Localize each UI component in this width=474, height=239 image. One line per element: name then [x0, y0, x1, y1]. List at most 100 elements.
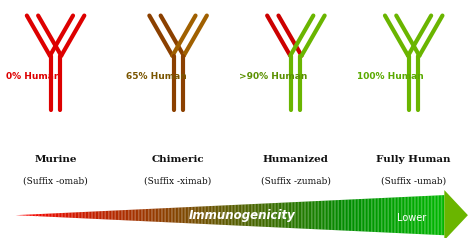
Polygon shape: [174, 208, 175, 223]
Polygon shape: [419, 196, 420, 234]
Polygon shape: [167, 208, 168, 222]
Polygon shape: [269, 203, 270, 227]
Polygon shape: [255, 204, 257, 227]
Polygon shape: [404, 197, 406, 234]
Polygon shape: [369, 199, 370, 232]
Polygon shape: [114, 211, 116, 220]
Polygon shape: [48, 214, 50, 217]
Polygon shape: [51, 213, 53, 217]
Polygon shape: [384, 198, 386, 233]
Polygon shape: [284, 202, 286, 228]
Polygon shape: [250, 204, 251, 226]
Polygon shape: [328, 201, 330, 230]
Polygon shape: [320, 201, 321, 229]
Polygon shape: [294, 202, 296, 228]
Polygon shape: [60, 213, 61, 217]
Polygon shape: [47, 214, 48, 217]
Polygon shape: [113, 211, 114, 220]
Polygon shape: [123, 210, 124, 220]
Polygon shape: [124, 210, 126, 220]
Polygon shape: [44, 214, 46, 217]
Polygon shape: [358, 199, 360, 231]
Text: Lower: Lower: [397, 212, 427, 223]
Polygon shape: [63, 213, 64, 217]
Text: (Suffix -ximab): (Suffix -ximab): [145, 176, 212, 185]
Polygon shape: [147, 209, 148, 221]
Polygon shape: [146, 209, 147, 221]
Polygon shape: [133, 210, 134, 221]
Polygon shape: [182, 207, 183, 223]
Polygon shape: [130, 210, 131, 221]
Polygon shape: [382, 198, 383, 232]
Polygon shape: [228, 205, 230, 225]
Polygon shape: [74, 212, 75, 218]
Polygon shape: [209, 206, 210, 224]
Polygon shape: [126, 210, 127, 220]
Polygon shape: [207, 206, 209, 224]
Polygon shape: [131, 210, 133, 221]
Polygon shape: [286, 202, 287, 228]
Polygon shape: [290, 202, 292, 228]
Polygon shape: [347, 200, 348, 231]
Polygon shape: [340, 200, 341, 230]
Polygon shape: [210, 206, 211, 224]
Polygon shape: [219, 206, 220, 225]
Polygon shape: [411, 196, 413, 234]
Polygon shape: [214, 206, 216, 224]
Polygon shape: [120, 210, 121, 220]
Polygon shape: [203, 206, 204, 224]
Text: (Suffix -zumab): (Suffix -zumab): [261, 176, 331, 185]
Text: (Suffix -omab): (Suffix -omab): [23, 176, 88, 185]
Polygon shape: [109, 211, 110, 220]
Polygon shape: [78, 212, 80, 218]
Polygon shape: [155, 209, 157, 222]
Polygon shape: [374, 198, 376, 232]
Text: Chimeric: Chimeric: [152, 155, 204, 164]
Polygon shape: [221, 206, 223, 225]
Polygon shape: [414, 196, 416, 234]
Polygon shape: [333, 200, 334, 230]
Polygon shape: [164, 208, 165, 222]
Polygon shape: [406, 197, 407, 234]
Polygon shape: [351, 199, 353, 231]
Polygon shape: [344, 200, 346, 231]
Polygon shape: [217, 206, 219, 225]
Polygon shape: [31, 214, 33, 216]
Polygon shape: [158, 208, 160, 222]
Polygon shape: [370, 199, 372, 232]
Polygon shape: [323, 201, 324, 230]
Polygon shape: [90, 212, 91, 219]
Polygon shape: [389, 198, 390, 233]
Polygon shape: [348, 200, 350, 231]
Polygon shape: [330, 200, 331, 230]
Polygon shape: [279, 203, 280, 228]
Polygon shape: [148, 209, 150, 222]
Polygon shape: [143, 209, 144, 221]
Polygon shape: [138, 209, 140, 221]
Polygon shape: [36, 214, 37, 216]
Polygon shape: [260, 204, 261, 227]
Polygon shape: [441, 195, 443, 235]
Polygon shape: [367, 199, 369, 232]
Polygon shape: [223, 205, 224, 225]
Polygon shape: [392, 197, 393, 233]
Polygon shape: [283, 203, 284, 228]
Polygon shape: [134, 210, 136, 221]
Polygon shape: [23, 215, 24, 216]
Polygon shape: [241, 205, 243, 226]
Polygon shape: [394, 197, 396, 233]
Polygon shape: [421, 196, 423, 234]
Polygon shape: [244, 204, 246, 226]
Polygon shape: [316, 201, 317, 229]
Polygon shape: [80, 212, 81, 218]
Polygon shape: [144, 209, 146, 221]
Polygon shape: [40, 214, 41, 216]
Polygon shape: [89, 212, 90, 219]
Polygon shape: [274, 203, 276, 227]
Polygon shape: [438, 195, 440, 235]
Polygon shape: [326, 201, 327, 230]
Polygon shape: [299, 202, 300, 228]
Polygon shape: [238, 205, 240, 226]
Polygon shape: [220, 206, 221, 225]
Polygon shape: [58, 213, 60, 217]
